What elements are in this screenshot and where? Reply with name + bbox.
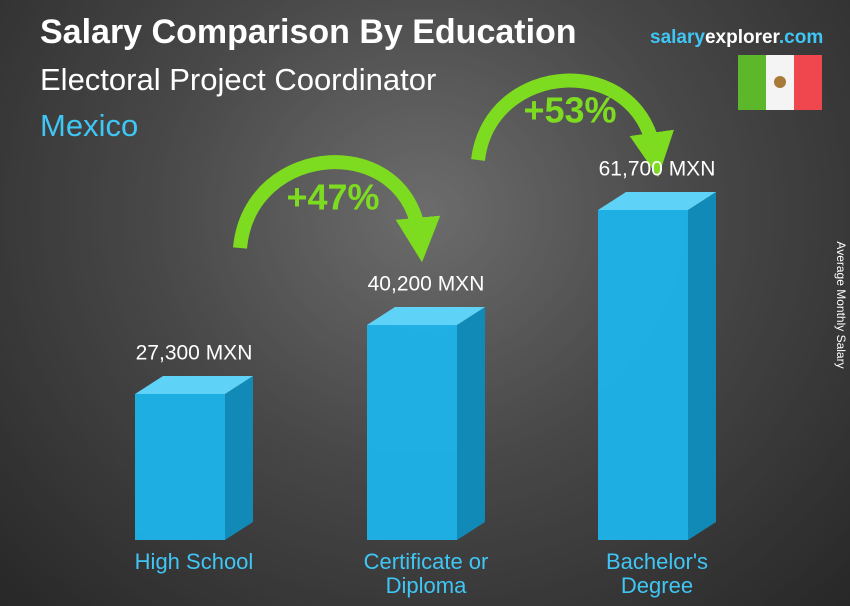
- flag-stripe: [794, 55, 822, 110]
- arrow: [471, 73, 674, 178]
- brand-part: salary: [650, 27, 705, 48]
- bars: 27,300 MXN 40,200 MXN 61,700 MXN: [135, 158, 716, 540]
- chart-subtitle: Electoral Project Coordinator: [40, 62, 436, 97]
- bar-top: [367, 306, 485, 325]
- y-axis-label: Average Monthly Salary: [834, 241, 848, 368]
- value-label: 40,200 MXN: [368, 273, 485, 296]
- bar-top: [598, 192, 716, 210]
- value-label: 27,300 MXN: [136, 342, 253, 365]
- brand: salaryexplorer.com: [650, 27, 823, 48]
- bar: [135, 393, 225, 540]
- bar: [598, 210, 688, 540]
- flag-stripe: [738, 55, 766, 110]
- bar-side: [225, 375, 253, 540]
- x-tick-label: High School: [134, 549, 254, 574]
- bar-top: [135, 375, 253, 394]
- flag: [738, 55, 822, 110]
- bar: [367, 324, 457, 540]
- bar-side: [457, 306, 485, 540]
- chart-title: Salary Comparison By Education: [40, 13, 577, 51]
- x-tick-label: Certificate or Diploma: [363, 549, 489, 598]
- bar-side: [688, 192, 716, 540]
- arrow: [233, 155, 441, 263]
- brand-part: .com: [779, 27, 823, 48]
- x-tick-label: Bachelor's Degree: [605, 549, 709, 598]
- country: Mexico: [40, 108, 138, 143]
- flag-emblem: [774, 76, 786, 88]
- annotation: +47%: [286, 177, 379, 218]
- brand-part: explorer: [705, 27, 781, 48]
- value-label: 61,700 MXN: [599, 158, 716, 181]
- annotation: +53%: [523, 90, 616, 131]
